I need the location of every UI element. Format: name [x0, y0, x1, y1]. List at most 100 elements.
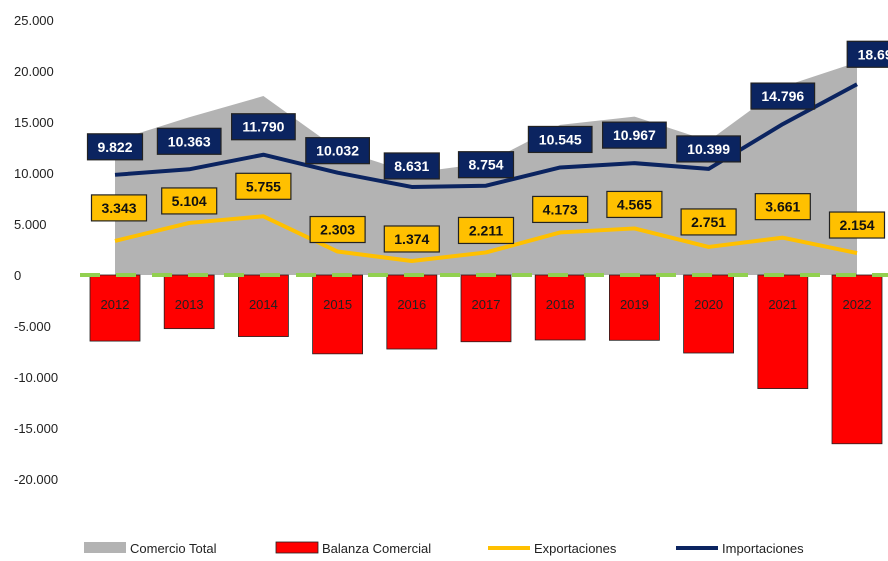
balanza-bar — [683, 274, 734, 354]
balanza-bar — [312, 274, 364, 355]
y-tick-label: 25.000 — [14, 13, 54, 28]
data-label-text: 10.032 — [316, 143, 359, 159]
importaciones-label: 11.790 — [231, 113, 296, 141]
y-tick-label: 0 — [14, 268, 21, 283]
data-label-text: 2.154 — [839, 217, 874, 233]
legend-label: Importaciones — [722, 541, 804, 556]
y-tick-label: 5.000 — [14, 217, 47, 232]
data-label-box — [680, 208, 737, 236]
balanza-bar — [89, 274, 141, 342]
data-label-text: 1.374 — [394, 231, 429, 247]
year-label: 2019 — [620, 297, 649, 312]
year-label: 2016 — [397, 297, 426, 312]
exportaciones-label: 3.343 — [90, 194, 148, 222]
balanza-bar — [609, 274, 660, 341]
data-label-box — [527, 125, 593, 154]
importaciones-label: 10.967 — [601, 121, 667, 149]
legend-swatch — [275, 541, 319, 554]
year-label: 2017 — [472, 297, 501, 312]
importaciones-label: 10.363 — [156, 127, 222, 155]
data-label-box — [86, 133, 144, 161]
data-label-text: 10.399 — [687, 141, 730, 157]
data-label-box — [383, 152, 440, 180]
year-label: 2022 — [843, 297, 872, 312]
legend-label: Balanza Comercial — [322, 541, 431, 556]
data-label-box — [532, 195, 589, 224]
data-label-box — [90, 194, 148, 222]
legend-label: Comercio Total — [130, 541, 217, 556]
year-label: 2012 — [101, 297, 130, 312]
balanza-bar — [831, 274, 883, 445]
year-label: 2018 — [546, 297, 575, 312]
data-label-text: 10.363 — [168, 133, 211, 149]
exportaciones-label: 1.374 — [383, 225, 440, 253]
year-label: 2014 — [249, 297, 278, 312]
balanza-bar — [757, 274, 809, 389]
data-label-text: 2.303 — [320, 222, 355, 238]
data-label-text: 3.661 — [765, 199, 800, 215]
data-label-box — [606, 190, 663, 219]
exportaciones-label: 5.755 — [235, 172, 292, 200]
year-label: 2015 — [323, 297, 352, 312]
data-label-box — [305, 137, 370, 165]
legend-label: Exportaciones — [534, 541, 617, 556]
data-label-text: 9.822 — [97, 139, 132, 155]
exportaciones-label: 4.173 — [532, 195, 589, 224]
data-label-box — [676, 135, 741, 163]
data-label-text: 8.631 — [394, 158, 429, 174]
importaciones-label: 14.796 — [750, 82, 816, 110]
exportaciones-label: 3.661 — [754, 193, 811, 221]
data-label-text: 2.211 — [469, 222, 503, 238]
data-label-text: 5.755 — [246, 178, 281, 194]
legend-item: Balanza Comercial — [275, 541, 431, 556]
exportaciones-label: 5.104 — [161, 187, 218, 215]
data-label-box — [161, 187, 218, 215]
importaciones-label: 8.631 — [383, 152, 440, 180]
legend-swatch — [84, 542, 126, 553]
balanza-bar — [163, 274, 215, 330]
data-label-box — [309, 215, 366, 244]
y-tick-label: -20.000 — [14, 472, 58, 487]
data-label-box — [156, 127, 222, 155]
year-label: 2021 — [768, 297, 797, 312]
data-label-box — [846, 40, 888, 68]
importaciones-label: 10.399 — [676, 135, 741, 163]
data-label-text: 3.343 — [101, 200, 136, 216]
data-label-box — [601, 121, 667, 149]
legend-item: Importaciones — [676, 541, 804, 556]
exportaciones-label: 2.211 — [457, 216, 515, 245]
importaciones-label: 9.822 — [86, 133, 144, 161]
y-tick-label: 10.000 — [14, 166, 54, 181]
exportaciones-label: 2.154 — [828, 211, 886, 239]
data-label-text: 2.751 — [691, 214, 726, 230]
data-label-text: 18.699 — [858, 46, 888, 62]
y-tick-label: -15.000 — [14, 421, 58, 436]
balanza-bar — [534, 274, 586, 341]
data-label-box — [383, 225, 440, 253]
data-label-box — [750, 82, 816, 110]
legend-item: Comercio Total — [84, 541, 217, 556]
data-label-text: 5.104 — [172, 193, 207, 209]
data-label-text: 10.967 — [613, 127, 656, 143]
data-label-text: 8.754 — [468, 157, 503, 173]
y-tick-label: -10.000 — [14, 370, 58, 385]
data-label-text: 4.173 — [543, 201, 578, 217]
year-label: 2013 — [175, 297, 204, 312]
data-label-box — [457, 216, 515, 245]
data-label-text: 10.545 — [539, 131, 582, 147]
importaciones-label: 10.545 — [527, 125, 593, 154]
importaciones-label: 10.032 — [305, 137, 370, 165]
data-label-text: 11.790 — [242, 119, 284, 135]
data-label-box — [828, 211, 886, 239]
legend-item: Exportaciones — [488, 541, 617, 556]
y-tick-label: -5.000 — [14, 319, 51, 334]
exportaciones-label: 2.303 — [309, 215, 366, 244]
exportaciones-line — [114, 214, 858, 263]
balanza-bar — [386, 274, 438, 350]
importaciones-label: 8.754 — [457, 151, 515, 179]
year-label: 2020 — [694, 297, 723, 312]
data-label-box — [235, 172, 292, 200]
exportaciones-label: 2.751 — [680, 208, 737, 236]
balanza-bar — [460, 274, 512, 343]
data-label-text: 14.796 — [761, 88, 804, 104]
